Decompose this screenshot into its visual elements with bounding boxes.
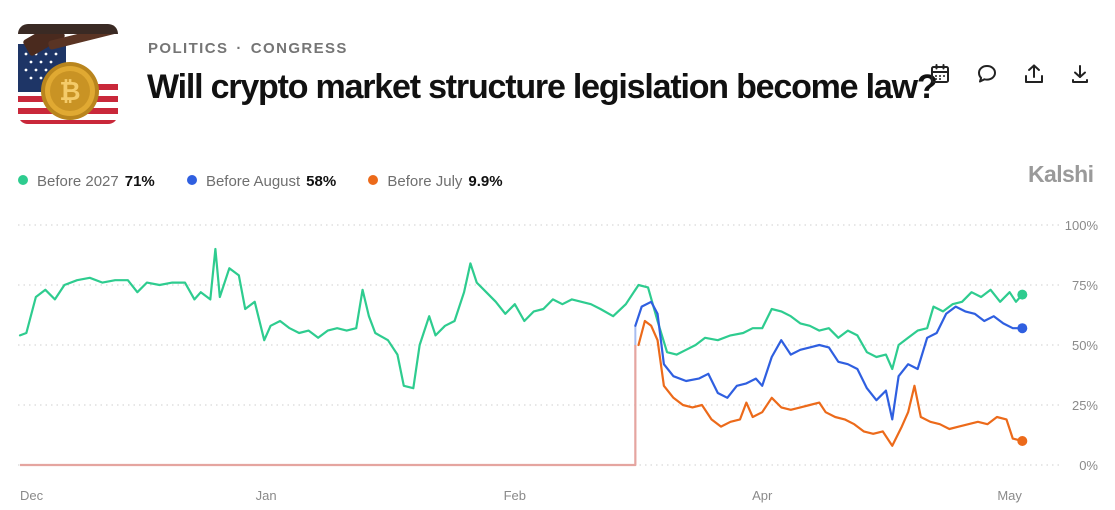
legend-value: 9.9% <box>468 173 503 190</box>
legend-value: 71% <box>124 173 155 190</box>
bitcoin-coin: ₿ <box>41 62 99 120</box>
series-line-before-july <box>637 319 1024 447</box>
legend-label: Before 2027 <box>37 173 119 190</box>
legend-dot <box>18 175 28 185</box>
y-tick-label: 25% <box>1072 398 1098 413</box>
legend-item-before-august[interactable]: Before August 58% <box>186 173 337 190</box>
breadcrumb-subcategory[interactable]: CONGRESS <box>250 40 348 57</box>
x-tick-label: Apr <box>752 488 773 503</box>
chart-series <box>18 247 1028 467</box>
x-tick-label: Feb <box>504 488 526 503</box>
series-endpoint-before-july <box>1017 436 1028 446</box>
calendar-icon[interactable] <box>928 62 952 86</box>
x-tick-label: May <box>997 488 1022 503</box>
y-tick-label: 75% <box>1072 278 1098 293</box>
legend-dot <box>186 175 197 185</box>
series-endpoint-before-august <box>1017 323 1028 334</box>
pre-listing-line <box>20 345 637 467</box>
legend-dot <box>368 175 379 185</box>
legend-item-before-july[interactable]: Before July 9.9% <box>368 173 503 190</box>
comment-icon[interactable] <box>975 62 999 86</box>
legend-label: Before July <box>387 173 463 190</box>
download-icon[interactable] <box>1068 62 1092 86</box>
y-tick-label: 50% <box>1072 338 1098 353</box>
share-icon[interactable] <box>1022 62 1046 86</box>
series-line-before-august <box>634 300 1024 421</box>
x-tick-label: Jan <box>256 488 277 503</box>
legend-value: 58% <box>306 173 337 190</box>
x-axis: Dec Jan Feb Apr May <box>20 488 1022 503</box>
y-tick-label: 100% <box>1065 218 1099 233</box>
series-line-before-2027 <box>18 247 1024 390</box>
y-axis: 100% 75% 50% 25% 0% <box>1065 218 1099 473</box>
x-tick-label: Dec <box>20 488 44 503</box>
gavel <box>18 24 118 56</box>
breadcrumb-category[interactable]: POLITICS <box>148 40 229 57</box>
legend-label: Before August <box>205 173 301 190</box>
y-tick-label: 0% <box>1079 458 1098 473</box>
breadcrumb-separator: · <box>236 40 243 57</box>
breadcrumb: POLITICS · CONGRESS <box>148 40 348 57</box>
kalshi-logo: Kalshi <box>1028 161 1094 187</box>
chart-legend: Before 2027 71% Before August 58% Before J… <box>18 173 531 190</box>
series-endpoint-before-2027 <box>1017 289 1028 300</box>
legend-item-before-2027[interactable]: Before 2027 71% <box>18 173 155 190</box>
market-thumbnail: ₿ <box>18 24 118 124</box>
market-title: Will crypto market structure legislation… <box>147 68 938 106</box>
svg-text:₿: ₿ <box>59 77 80 107</box>
chart-grid <box>18 224 1062 466</box>
